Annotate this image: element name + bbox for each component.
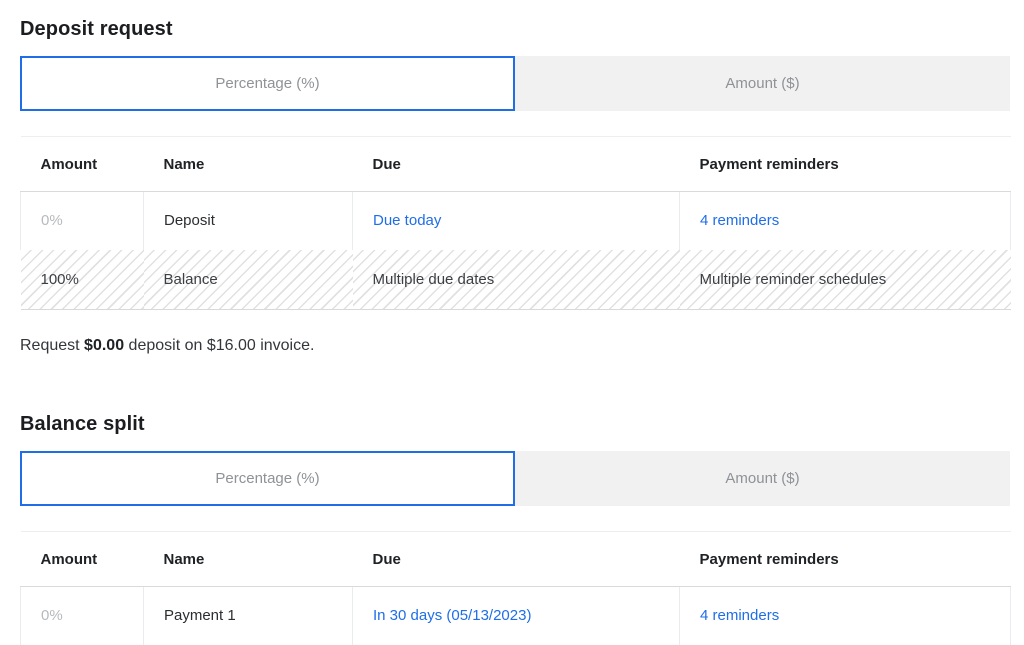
deposit-summary-suffix: deposit on $16.00 invoice.	[124, 337, 315, 354]
balance-table-header-row: Amount Name Due Payment reminders	[20, 531, 1011, 587]
balance-split-table: Amount Name Due Payment reminders 0% Pay…	[20, 531, 1011, 645]
deposit-summary-prefix: Request	[20, 337, 85, 354]
payment-1-row: 0% Payment 1 In 30 days (05/13/2023) 4 r…	[20, 586, 1011, 645]
balance-name-cell: Balance	[143, 249, 353, 310]
col-header-name: Name	[143, 136, 353, 192]
deposit-table: Amount Name Due Payment reminders 0% Dep…	[20, 136, 1011, 310]
col-header-reminders: Payment reminders	[679, 531, 1011, 587]
deposit-row: 0% Deposit Due today 4 reminders	[20, 191, 1011, 250]
deposit-amount-type-toggle: Percentage (%) Amount ($)	[20, 56, 1010, 111]
balance-split-section: Balance split Percentage (%) Amount ($) …	[20, 413, 1011, 645]
col-header-amount: Amount	[20, 531, 144, 587]
balance-due-cell: Multiple due dates	[352, 249, 680, 310]
col-header-due: Due	[352, 531, 680, 587]
deposit-amount-cell[interactable]: 0%	[20, 191, 144, 250]
deposit-tab-amount[interactable]: Amount ($)	[515, 56, 1010, 111]
deposit-request-title: Deposit request	[20, 18, 173, 40]
deposit-request-section: Deposit request Percentage (%) Amount ($…	[20, 18, 1011, 355]
payment-1-name-cell[interactable]: Payment 1	[143, 586, 353, 645]
col-header-name: Name	[143, 531, 353, 587]
deposit-tab-percentage[interactable]: Percentage (%)	[20, 56, 515, 111]
col-header-reminders: Payment reminders	[679, 136, 1011, 192]
payment-1-reminders-cell: 4 reminders	[679, 586, 1011, 645]
payment-1-due-cell: In 30 days (05/13/2023)	[352, 586, 680, 645]
deposit-name-cell[interactable]: Deposit	[143, 191, 353, 250]
deposit-table-header-row: Amount Name Due Payment reminders	[20, 136, 1011, 192]
deposit-summary: Request $0.00 deposit on $16.00 invoice.	[20, 337, 1010, 355]
balance-reminders-cell: Multiple reminder schedules	[679, 249, 1011, 310]
payment-1-amount-cell[interactable]: 0%	[20, 586, 144, 645]
payment-schedule-page: Deposit request Percentage (%) Amount ($…	[20, 0, 1011, 645]
balance-tab-percentage[interactable]: Percentage (%)	[20, 451, 515, 506]
payment-1-due-link[interactable]: In 30 days (05/13/2023)	[373, 607, 532, 625]
col-header-due: Due	[352, 136, 680, 192]
deposit-summary-amount: $0.00	[84, 337, 125, 354]
balance-amount-type-toggle: Percentage (%) Amount ($)	[20, 451, 1010, 506]
balance-tab-amount[interactable]: Amount ($)	[515, 451, 1010, 506]
col-header-amount: Amount	[20, 136, 144, 192]
deposit-due-link[interactable]: Due today	[373, 212, 442, 230]
deposit-due-cell: Due today	[352, 191, 680, 250]
payment-1-reminders-link[interactable]: 4 reminders	[700, 607, 780, 625]
balance-split-title: Balance split	[20, 413, 145, 435]
balance-row: 100% Balance Multiple due dates Multiple…	[20, 249, 1011, 310]
deposit-reminders-link[interactable]: 4 reminders	[700, 212, 780, 230]
balance-amount-cell: 100%	[20, 249, 144, 310]
deposit-reminders-cell: 4 reminders	[679, 191, 1011, 250]
